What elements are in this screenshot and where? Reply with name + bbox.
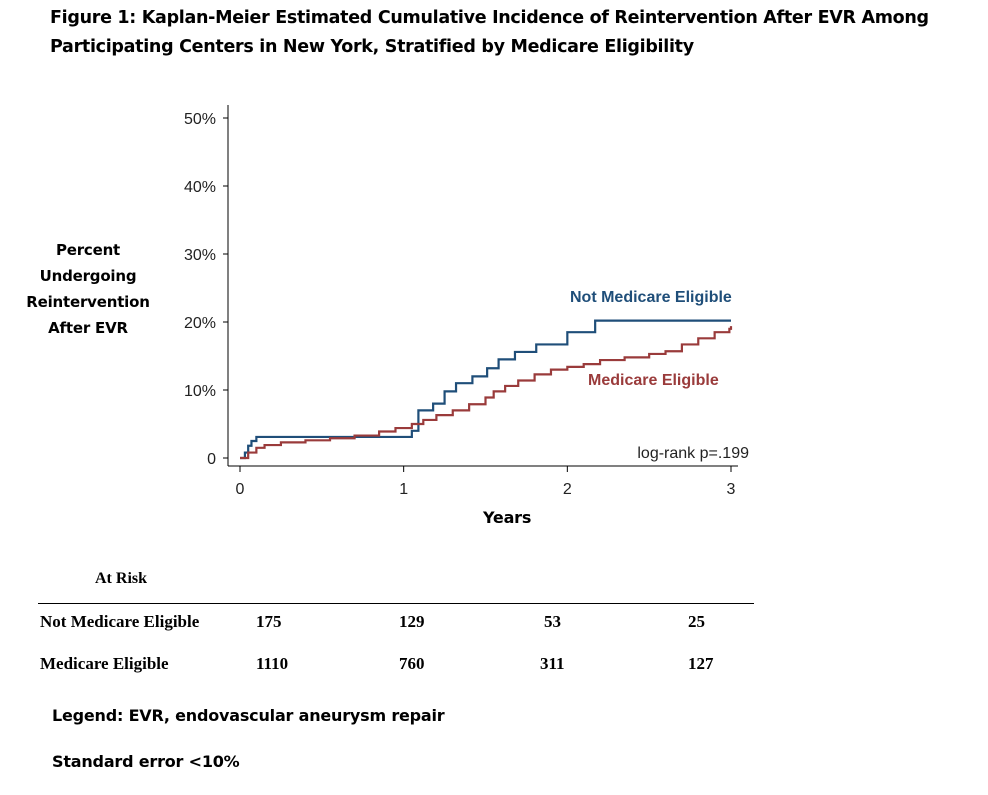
at-risk-value: 760 (399, 654, 425, 673)
series-label-medicare-eligible: Medicare Eligible (588, 372, 719, 389)
chart-labels: Not Medicare Eligible Medicare Eligible lo… (570, 289, 749, 462)
at-risk-value: 175 (256, 612, 282, 631)
x-tick-label: 3 (727, 481, 736, 498)
x-tick-label: 0 (236, 481, 245, 498)
km-chart: 0 10% 20% 30% 40% 50% 0 1 2 3 Not Medicare Eligib… (184, 105, 749, 498)
series-label-not-medicare-eligible: Not Medicare Eligible (570, 289, 732, 306)
standard-error-note: Standard error <10% (52, 752, 240, 771)
x-axis-label: Years (483, 508, 532, 527)
y-tick-label: 20% (184, 315, 216, 332)
x-tick-label: 2 (563, 481, 572, 498)
at-risk-value: 1110 (256, 654, 289, 673)
at-risk-value: 129 (399, 612, 425, 631)
chart-series (240, 319, 733, 460)
y-tick-label: 10% (184, 383, 216, 400)
chart-axes: 0 10% 20% 30% 40% 50% 0 1 2 3 (184, 105, 738, 498)
x-tick-label: 1 (399, 481, 408, 498)
at-risk-value: 311 (540, 654, 565, 673)
series-line-not-medicare-eligible (240, 319, 731, 460)
y-tick-label: 30% (184, 247, 216, 264)
logrank-annotation: log-rank p=.199 (637, 445, 749, 462)
at-risk-divider (38, 603, 754, 604)
y-tick-label: 0 (207, 451, 216, 468)
y-tick-label: 40% (184, 179, 216, 196)
legend-note: Legend: EVR, endovascular aneurysm repai… (52, 706, 445, 725)
figure-title: Figure 1: Kaplan-Meier Estimated Cumulat… (50, 8, 929, 57)
series-line-medicare-eligible (240, 326, 733, 460)
at-risk-value: 53 (544, 612, 561, 631)
at-risk-row-label: Medicare Eligible (40, 654, 169, 673)
y-axis-label: Percent Undergoing Reintervention After … (26, 241, 150, 337)
at-risk-value: 25 (688, 612, 705, 631)
y-tick-label: 50% (184, 111, 216, 128)
at-risk-row-label: Not Medicare Eligible (40, 612, 200, 631)
at-risk-value: 127 (688, 654, 714, 673)
at-risk-title: At Risk (95, 570, 148, 587)
